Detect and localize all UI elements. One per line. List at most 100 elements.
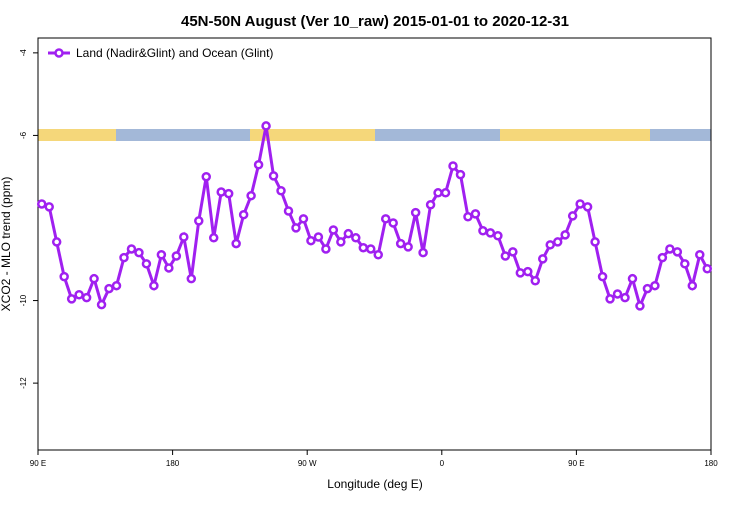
legend-label: Land (Nadir&Glint) and Ocean (Glint) xyxy=(76,46,273,60)
data-point xyxy=(253,159,264,170)
data-point xyxy=(89,273,99,284)
data-point xyxy=(493,230,503,241)
data-point xyxy=(44,202,54,212)
data-point xyxy=(530,275,541,286)
data-point xyxy=(164,263,174,273)
data-point xyxy=(552,237,563,247)
data-point xyxy=(291,223,301,233)
data-point xyxy=(141,259,152,269)
data-point xyxy=(395,238,406,249)
data-point xyxy=(567,211,578,221)
data-point xyxy=(560,230,570,240)
data-point xyxy=(373,249,383,260)
y-tick-label: -12 xyxy=(19,377,28,389)
x-tick-label: 90 W xyxy=(298,459,317,468)
data-point xyxy=(201,171,211,182)
data-point xyxy=(366,244,376,254)
data-point xyxy=(620,292,630,303)
data-point xyxy=(433,188,443,198)
data-point xyxy=(582,202,593,212)
data-point xyxy=(695,249,705,260)
data-point xyxy=(149,280,159,291)
x-axis-label: Longitude (deg E) xyxy=(327,477,422,491)
data-point xyxy=(313,232,324,242)
x-tick-label: 180 xyxy=(166,459,180,468)
chart-title: 45N-50N August (Ver 10_raw) 2015-01-01 t… xyxy=(181,13,569,30)
data-point xyxy=(104,283,114,294)
data-point xyxy=(96,299,107,310)
data-point xyxy=(403,242,413,252)
x-tick-label: 90 E xyxy=(30,459,46,468)
data-point xyxy=(545,240,555,250)
data-point xyxy=(463,212,473,222)
data-point xyxy=(425,200,436,210)
data-point xyxy=(306,235,316,246)
data-point xyxy=(665,244,675,254)
legend-marker xyxy=(54,48,64,58)
data-point xyxy=(156,249,167,260)
plot-frame xyxy=(37,37,712,451)
data-point xyxy=(351,233,361,243)
data-point xyxy=(605,294,615,304)
x-tick-label: 180 xyxy=(704,459,718,468)
data-point xyxy=(231,238,241,249)
data-point xyxy=(657,252,668,263)
data-point xyxy=(650,280,660,291)
data-point xyxy=(276,185,286,196)
data-point xyxy=(74,290,84,300)
data-point xyxy=(380,214,391,224)
y-axis-label: XCO2 - MLO trend (ppm) xyxy=(0,177,13,312)
data-point xyxy=(627,273,638,284)
y-tick-label: -10 xyxy=(19,294,28,306)
data-point xyxy=(59,271,69,282)
land-ocean-strip xyxy=(38,129,711,141)
data-point xyxy=(171,251,182,261)
data-point xyxy=(612,289,623,299)
data-point xyxy=(635,301,645,311)
data-point xyxy=(36,199,47,209)
data-point xyxy=(321,244,331,254)
data-point xyxy=(440,188,451,198)
data-point xyxy=(246,190,256,201)
data-point xyxy=(223,188,234,199)
data-point xyxy=(194,216,204,226)
x-tick-label: 90 E xyxy=(568,459,584,468)
data-point xyxy=(268,171,279,181)
data-point xyxy=(66,294,77,304)
data-point xyxy=(523,266,533,277)
data-point xyxy=(208,233,219,243)
data-point xyxy=(597,271,608,282)
data-point xyxy=(538,254,548,264)
data-point xyxy=(216,187,226,197)
data-point xyxy=(687,280,698,291)
data-point xyxy=(448,161,458,171)
data-point xyxy=(478,226,488,236)
data-point xyxy=(388,218,398,228)
data-point xyxy=(186,273,197,284)
data-point xyxy=(111,280,122,291)
data-point xyxy=(702,264,713,274)
data-point xyxy=(485,228,496,238)
data-point xyxy=(470,209,481,219)
data-point xyxy=(575,199,585,209)
data-point xyxy=(343,228,354,239)
data-point xyxy=(336,237,346,247)
data-point xyxy=(410,207,421,218)
data-point xyxy=(119,252,129,263)
data-point xyxy=(358,242,369,253)
data-point xyxy=(298,214,309,224)
data-point xyxy=(261,121,271,131)
y-tick-label: -4 xyxy=(19,49,28,57)
data-point xyxy=(134,247,144,258)
data-point xyxy=(642,283,653,294)
data-point xyxy=(283,206,294,216)
x-tick-label: 0 xyxy=(440,459,445,468)
data-point xyxy=(51,237,62,247)
y-tick-label: -6 xyxy=(19,131,28,139)
data-point xyxy=(590,237,600,247)
data-point xyxy=(238,209,249,220)
data-point xyxy=(81,292,92,303)
data-point xyxy=(179,232,189,242)
data-point xyxy=(515,268,526,278)
